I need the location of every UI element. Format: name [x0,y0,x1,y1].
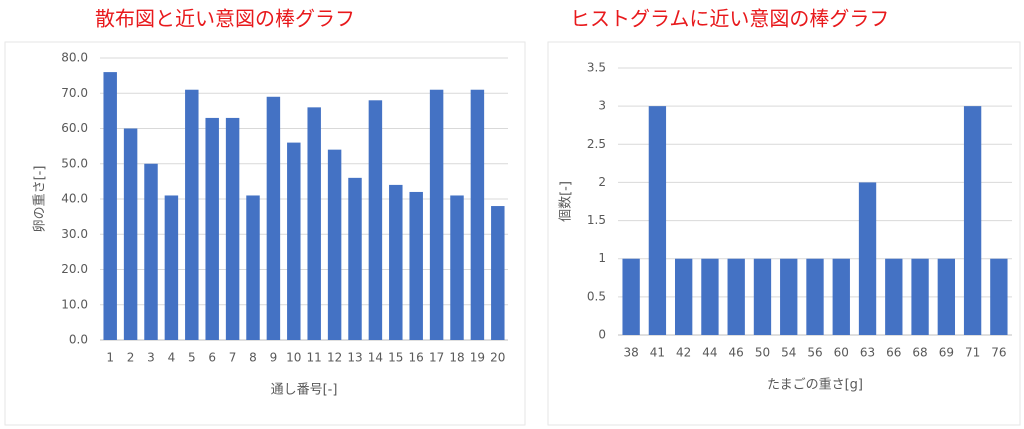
bar [990,258,1008,335]
bar [885,258,903,335]
bar [911,258,929,335]
x-tick-label: 60 [834,346,849,360]
y-tick-label: 3 [598,99,606,113]
y-tick-label: 2 [598,175,606,189]
bar [753,258,772,335]
bar [205,117,219,340]
x-tick-label: 4 [168,351,176,365]
x-tick-label: 41 [650,346,665,360]
x-tick-label: 76 [991,346,1006,360]
y-tick-label: 0.0 [69,333,88,347]
x-tick-label: 69 [939,346,954,360]
bar [144,163,158,340]
x-tick-label: 42 [676,346,691,360]
bar [701,258,719,335]
x-tick-label: 38 [623,346,638,360]
x-tick-label: 50 [755,346,770,360]
x-tick-label: 68 [912,346,927,360]
x-tick-label: 6 [208,351,216,365]
bar [123,128,138,340]
bar [185,89,199,340]
bar [648,106,667,336]
x-tick-label: 3 [147,351,155,365]
chart-title: ヒストグラムに近い意図の棒グラフ [570,7,889,31]
y-tick-label: 1 [598,251,606,265]
bar [409,191,423,340]
x-tick-label: 8 [249,351,257,365]
x-tick-label: 14 [368,351,383,365]
y-tick-label: 80.0 [61,51,88,65]
x-tick-label: 16 [409,351,424,365]
y-tick-label: 60.0 [61,121,88,135]
chart-frame [547,41,1021,426]
x-tick-label: 44 [702,346,717,360]
bar [780,258,798,335]
x-tick-label: 10 [286,351,301,365]
x-tick-label: 19 [470,351,485,365]
y-tick-label: 1.5 [587,213,606,227]
y-tick-label: 10.0 [61,297,88,311]
y-axis-title: 卵の重さ[-] [32,166,48,233]
x-tick-label: 13 [347,351,362,365]
x-tick-label: 12 [327,351,342,365]
x-axis-title: たまごの重さ[g] [767,377,863,393]
y-tick-label: 50.0 [61,156,88,170]
x-tick-label: 17 [429,351,444,365]
y-tick-label: 0 [598,328,606,342]
x-tick-label: 71 [965,346,980,360]
bar [368,100,383,340]
bar [858,182,877,335]
bar [246,195,260,340]
bar [622,258,640,335]
bar [225,117,240,340]
bar [307,107,321,340]
bar [266,96,281,341]
x-tick-label: 20 [490,351,505,365]
x-tick-label: 5 [188,351,196,365]
y-tick-label: 0.5 [587,289,606,303]
x-tick-label: 9 [270,351,278,365]
bar [470,89,485,340]
y-tick-label: 3.5 [587,61,606,75]
x-tick-label: 18 [449,351,464,365]
bar [389,184,403,340]
x-tick-label: 1 [106,351,114,365]
x-tick-label: 11 [307,351,322,365]
bar [963,106,982,336]
bar [491,206,505,340]
bar [287,142,301,340]
y-tick-label: 20.0 [61,262,88,276]
bar [832,258,850,335]
bar [348,177,362,340]
bar [164,195,179,340]
y-tick-label: 2.5 [587,137,606,151]
x-tick-label: 7 [229,351,237,365]
x-tick-label: 15 [388,351,403,365]
bar [727,258,745,335]
bar [327,149,342,340]
bar [103,72,117,340]
x-tick-label: 54 [781,346,796,360]
y-tick-label: 40.0 [61,192,88,206]
y-tick-label: 30.0 [61,227,88,241]
bar [674,258,693,335]
x-tick-label: 63 [860,346,875,360]
x-tick-label: 56 [807,346,822,360]
x-tick-label: 66 [886,346,901,360]
chart-frame [4,41,526,426]
chart-title: 散布図と近い意図の棒グラフ [95,7,355,31]
bar [937,258,956,335]
bar [429,89,444,340]
x-tick-label: 46 [729,346,744,360]
x-tick-label: 2 [127,351,135,365]
bar [806,258,824,335]
y-axis-title: 個数[-] [559,181,574,222]
bar [450,195,464,340]
x-axis-title: 通し番号[-] [271,383,338,398]
y-tick-label: 70.0 [61,86,88,100]
